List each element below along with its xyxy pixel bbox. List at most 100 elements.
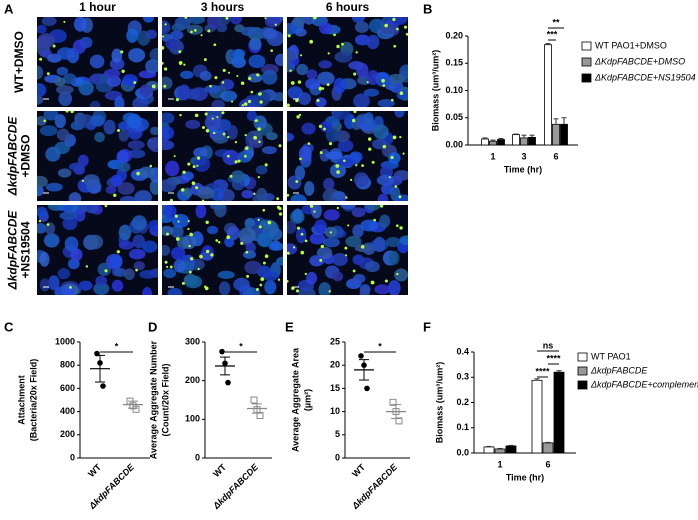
cell xyxy=(177,84,191,101)
bacteria-dot xyxy=(187,162,191,166)
cell xyxy=(287,23,297,36)
bacteria-dot xyxy=(38,219,42,223)
bacteria-dot xyxy=(278,144,282,148)
bacteria-dot xyxy=(248,76,252,81)
cell xyxy=(39,251,50,267)
cell xyxy=(167,287,182,295)
bacteria-dot xyxy=(319,258,323,262)
cell xyxy=(47,205,65,211)
bacteria-dot xyxy=(213,43,217,47)
bacteria-dot xyxy=(164,260,168,264)
significance-label: * xyxy=(239,341,243,351)
x-tick-label: 6 xyxy=(553,151,558,161)
bacteria-dot xyxy=(162,46,165,50)
bacteria-dot xyxy=(43,119,46,123)
bar xyxy=(544,44,552,146)
bacteria-dot xyxy=(257,175,260,179)
cell xyxy=(374,284,391,295)
bacteria-dot xyxy=(163,84,167,88)
cell xyxy=(118,240,135,250)
bar xyxy=(494,448,506,454)
legend-label: WT PAO1 xyxy=(591,351,631,361)
cell xyxy=(248,136,264,149)
cell xyxy=(145,29,157,40)
panel-label: C xyxy=(4,319,14,334)
row-label: WT+DMSO xyxy=(12,31,26,93)
bacteria-dot xyxy=(384,23,388,28)
cell xyxy=(261,146,277,155)
cell xyxy=(340,205,357,210)
bacteria-dot xyxy=(341,42,344,46)
cell xyxy=(37,83,47,98)
bar xyxy=(552,123,560,146)
bacteria-dot xyxy=(183,63,186,66)
cell xyxy=(57,168,72,178)
bacteria-dot xyxy=(328,142,333,146)
bacteria-dot xyxy=(70,111,74,114)
micrograph xyxy=(37,111,158,201)
bar xyxy=(481,138,489,146)
bar xyxy=(512,134,520,146)
cell xyxy=(318,282,331,295)
y-axis-label: (Bacteria/20x Field) xyxy=(28,359,38,442)
bacteria-dot xyxy=(250,90,254,94)
cell xyxy=(182,234,197,250)
bacteria-dot xyxy=(299,157,302,161)
bacteria-dot xyxy=(205,249,210,254)
cell xyxy=(195,205,207,219)
cell xyxy=(377,99,395,107)
bacteria-dot xyxy=(274,23,277,26)
cell xyxy=(230,170,245,183)
bar xyxy=(528,136,536,146)
bacteria-dot xyxy=(180,188,185,192)
data-point xyxy=(395,417,403,425)
bacteria-dot xyxy=(403,25,408,29)
cell xyxy=(264,17,282,28)
cell xyxy=(37,33,56,49)
bacteria-dot xyxy=(258,140,261,144)
x-tick-label: 1 xyxy=(497,459,502,469)
bacteria-dot xyxy=(63,20,66,23)
cell xyxy=(68,192,82,201)
bacteria-dot xyxy=(196,156,201,160)
micrograph xyxy=(162,205,283,295)
cell xyxy=(241,189,254,199)
bacteria-dot xyxy=(300,232,304,236)
bacteria-dot xyxy=(149,164,153,168)
panel-label: A xyxy=(4,1,14,16)
cell xyxy=(171,23,186,32)
cell xyxy=(394,268,408,282)
bacteria-dot xyxy=(336,170,340,174)
cell xyxy=(169,30,184,41)
bacteria-dot xyxy=(352,269,356,273)
y-axis-label: Average Aggregate Number xyxy=(148,340,158,459)
bacteria-dot xyxy=(231,100,234,103)
bacteria-dot xyxy=(182,170,186,174)
bacteria-dot xyxy=(295,98,299,103)
cell xyxy=(365,205,381,211)
cell xyxy=(142,287,153,295)
bacteria-dot xyxy=(399,226,403,230)
bacteria-dot xyxy=(190,30,193,34)
bar xyxy=(520,137,528,146)
bacteria-dot xyxy=(289,69,292,72)
bacteria-dot xyxy=(204,285,207,288)
bacteria-dot xyxy=(221,111,225,115)
cell xyxy=(373,236,386,253)
bacteria-dot xyxy=(343,159,346,162)
cell xyxy=(126,113,142,129)
cell xyxy=(296,63,309,76)
bacteria-dot xyxy=(245,250,249,254)
cell xyxy=(380,25,399,35)
cell xyxy=(363,88,380,97)
cell xyxy=(259,219,277,230)
y-tick-label: 15 xyxy=(330,383,340,393)
cell xyxy=(55,85,74,95)
cell xyxy=(292,208,303,223)
bar xyxy=(553,371,565,454)
y-tick-label: 20 xyxy=(330,360,340,370)
bacteria-dot xyxy=(205,129,210,133)
cell xyxy=(315,97,327,107)
bacteria-dot xyxy=(169,265,173,269)
cell xyxy=(162,112,175,124)
